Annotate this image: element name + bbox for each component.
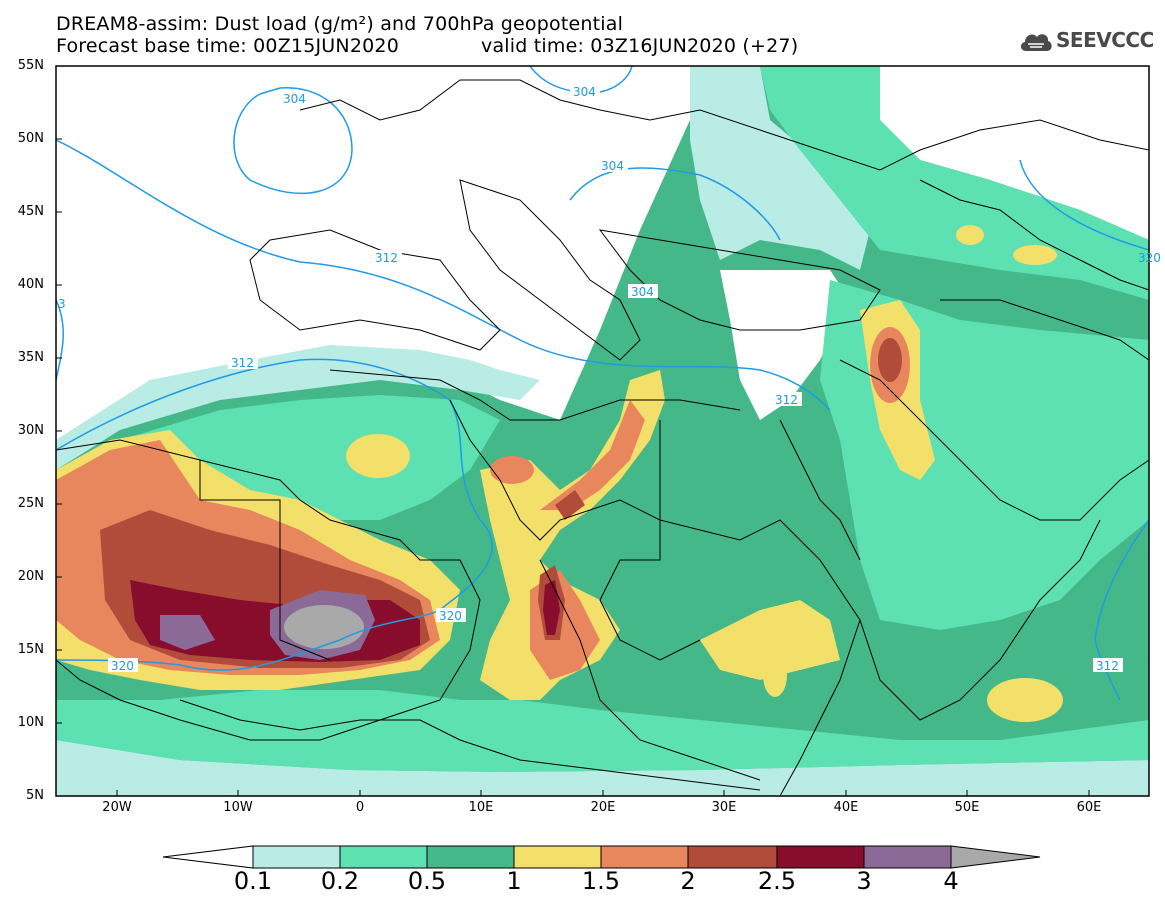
- geopotential-contours: [56, 66, 1149, 701]
- lat-label: 10N: [17, 715, 44, 730]
- colorbar-tick: 2.5: [757, 867, 797, 895]
- lat-label: 15N: [17, 642, 44, 657]
- lat-label: 5N: [26, 788, 44, 803]
- contour-label: 304: [631, 285, 654, 299]
- lat-label: 30N: [17, 423, 44, 438]
- lon-label: 0: [355, 800, 365, 815]
- valid-time: valid time: 03Z16JUN2020 (+27): [481, 35, 799, 57]
- country-borders: [56, 79, 1149, 796]
- cloud-icon: [1020, 34, 1052, 51]
- contour-label: 304: [283, 92, 306, 106]
- lon-label: 20E: [590, 800, 616, 815]
- lon-label: 20W: [102, 800, 132, 815]
- lon-label: 10W: [223, 800, 253, 815]
- lat-label: 20N: [17, 569, 44, 584]
- lat-label: 45N: [17, 204, 44, 219]
- logo-text: SEEVCCC: [1056, 28, 1154, 52]
- no-dust-area-east: [880, 66, 1149, 240]
- contour-label: 320: [1138, 251, 1161, 265]
- lon-label: 10E: [468, 800, 494, 815]
- colorbar-tick: 3: [856, 867, 872, 895]
- contour-label-group: 304 304 304 304 312 312 312 312 320 320 …: [58, 84, 1161, 673]
- no-dust-area-levant: [720, 270, 850, 420]
- contour-label: 3: [58, 297, 66, 311]
- contour-label: 320: [111, 659, 134, 673]
- forecast-base-time: Forecast base time: 00Z15JUN2020: [56, 35, 399, 57]
- lat-label: 35N: [17, 350, 44, 365]
- colorbar-tick: 0.5: [407, 867, 447, 895]
- lon-label: 30E: [711, 800, 737, 815]
- lon-label: 60E: [1076, 800, 1102, 815]
- lat-label: 55N: [17, 58, 44, 73]
- colorbar-tick: 4: [943, 867, 959, 895]
- contour-label: 304: [601, 159, 624, 173]
- colorbar-tick: 1: [506, 867, 522, 895]
- contour-label: 312: [231, 356, 254, 370]
- colorbar-tick: 0.1: [233, 867, 273, 895]
- colorbar-tick: 0.2: [320, 867, 360, 895]
- contour-label: 304: [573, 85, 596, 99]
- dust-field: [56, 66, 1149, 796]
- contour-label: 312: [375, 251, 398, 265]
- lat-label: 25N: [17, 496, 44, 511]
- colorbar-tick: 2: [680, 867, 696, 895]
- lon-label: 50E: [954, 800, 980, 815]
- contour-label: 320: [439, 609, 462, 623]
- seevccc-logo: SEEVCCC: [1018, 24, 1158, 58]
- contour-label: 312: [775, 393, 798, 407]
- contour-label: 312: [1096, 659, 1119, 673]
- colorbar-tick: 1.5: [581, 867, 621, 895]
- chart-subtitle: Forecast base time: 00Z15JUN2020 valid t…: [56, 36, 798, 96]
- axis-ticks: [56, 65, 1090, 796]
- lat-label: 50N: [17, 131, 44, 146]
- chart-title: DREAM8-assim: Dust load (g/m²) and 700hP…: [56, 13, 624, 35]
- lat-label: 40N: [17, 277, 44, 292]
- lon-label: 40E: [833, 800, 859, 815]
